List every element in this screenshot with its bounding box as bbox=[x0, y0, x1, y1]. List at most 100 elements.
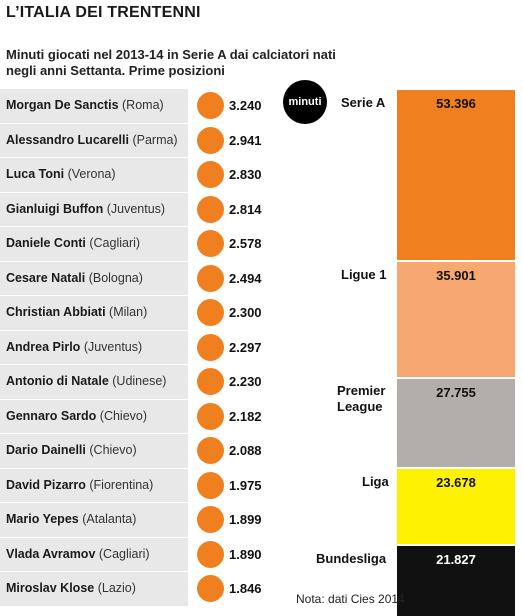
player-dot bbox=[197, 126, 224, 154]
player-name: Luca Toni (Verona) bbox=[6, 167, 116, 181]
league-bar-bundesliga: 21.827 bbox=[397, 546, 515, 616]
player-row: Miroslav Klose (Lazio) 1.846 bbox=[0, 572, 270, 606]
league-value: 27.755 bbox=[436, 384, 476, 400]
player-value-cell: 2.088 bbox=[188, 434, 270, 468]
player-row: Antonio di Natale (Udinese) 2.230 bbox=[0, 365, 270, 399]
league-value: 35.901 bbox=[436, 268, 476, 284]
player-row: Gianluigi Buffon (Juventus) 2.814 bbox=[0, 192, 270, 226]
player-club: (Udinese) bbox=[112, 374, 167, 388]
player-value-cell: 2.830 bbox=[188, 158, 270, 192]
player-minutes: 1.899 bbox=[229, 512, 262, 527]
player-value-cell: 2.182 bbox=[188, 399, 270, 433]
player-dot bbox=[197, 195, 224, 223]
player-name: Gennaro Sardo (Chievo) bbox=[6, 409, 147, 423]
player-dot bbox=[197, 437, 224, 464]
player-value-cell: 2.578 bbox=[188, 227, 270, 261]
player-name: Miroslav Klose (Lazio) bbox=[6, 581, 136, 595]
player-name: Vlada Avramov (Cagliari) bbox=[6, 547, 150, 561]
player-minutes: 2.300 bbox=[229, 305, 262, 320]
player-dot bbox=[197, 264, 224, 292]
player-name-text: Gennaro Sardo bbox=[6, 408, 97, 423]
player-club: (Cagliari) bbox=[98, 546, 150, 561]
chart-title: L’ITALIA DEI TRENTENNI bbox=[6, 4, 201, 21]
player-name-text: Cesare Natali bbox=[6, 270, 86, 285]
league-value: 23.678 bbox=[436, 474, 476, 490]
player-minutes: 1.890 bbox=[229, 546, 262, 562]
player-minutes: 2.941 bbox=[229, 132, 262, 148]
source-note: Nota: dati Cies 2014 bbox=[296, 592, 405, 606]
player-dot bbox=[197, 471, 224, 499]
player-minutes: 2.814 bbox=[229, 201, 262, 217]
player-value-cell: 1.890 bbox=[188, 537, 270, 571]
player-name-text: Miroslav Klose bbox=[6, 581, 95, 595]
player-club: (Chievo) bbox=[89, 443, 137, 457]
player-minutes: 1.846 bbox=[229, 581, 262, 596]
player-club: (Chievo) bbox=[99, 408, 148, 423]
league-label: Liga bbox=[362, 473, 389, 489]
player-value-cell: 2.230 bbox=[188, 365, 270, 399]
player-club: (Milan) bbox=[109, 305, 148, 319]
player-name-text: Alessandro Lucarelli bbox=[6, 132, 129, 147]
player-value-cell: 2.814 bbox=[188, 192, 270, 226]
player-minutes: 3.240 bbox=[229, 98, 262, 113]
player-name-text: Gianluigi Buffon bbox=[6, 201, 104, 216]
player-minutes: 2.088 bbox=[229, 443, 262, 458]
player-club: (Juventus) bbox=[106, 201, 166, 216]
player-club: (Bologna) bbox=[88, 270, 143, 285]
player-minutes: 2.182 bbox=[229, 408, 262, 424]
chart-subtitle: Minuti giocati nel 2013-14 in Serie A da… bbox=[6, 47, 336, 78]
player-dot bbox=[197, 402, 224, 430]
player-value-cell: 1.899 bbox=[188, 503, 270, 537]
player-name: Christian Abbiati (Milan) bbox=[6, 305, 147, 319]
player-club: (Cagliari) bbox=[89, 236, 141, 250]
player-dot bbox=[197, 506, 224, 533]
player-row: Daniele Conti (Cagliari) 2.578 bbox=[0, 227, 270, 261]
player-row: Dario Dainelli (Chievo) 2.088 bbox=[0, 434, 270, 468]
player-row: Vlada Avramov (Cagliari) 1.890 bbox=[0, 537, 270, 571]
player-value-cell: 3.240 bbox=[188, 89, 270, 123]
player-dot bbox=[197, 299, 224, 326]
player-club: (Juventus) bbox=[83, 339, 143, 354]
player-name: Mario Yepes (Atalanta) bbox=[6, 512, 136, 526]
player-club: (Parma) bbox=[132, 132, 178, 147]
player-minutes: 2.230 bbox=[229, 374, 262, 389]
league-bar-liga: 23.678 bbox=[397, 468, 515, 545]
player-club: (Verona) bbox=[67, 167, 116, 181]
player-name-text: Antonio di Natale bbox=[6, 374, 109, 388]
player-row: Gennaro Sardo (Chievo) 2.182 bbox=[0, 399, 270, 433]
league-value: 21.827 bbox=[436, 552, 476, 568]
player-dot bbox=[197, 575, 224, 602]
player-name-text: Daniele Conti bbox=[6, 236, 86, 250]
player-row: Luca Toni (Verona) 2.830 bbox=[0, 158, 270, 192]
player-dot bbox=[197, 92, 224, 119]
player-value-cell: 2.494 bbox=[188, 261, 270, 295]
player-row: Mario Yepes (Atalanta) 1.899 bbox=[0, 503, 270, 537]
player-name: Cesare Natali (Bologna) bbox=[6, 271, 143, 285]
player-value-cell: 2.300 bbox=[188, 296, 270, 330]
player-dot bbox=[197, 540, 224, 568]
player-name-text: Christian Abbiati bbox=[6, 305, 106, 319]
player-name-text: Vlada Avramov bbox=[6, 546, 96, 561]
player-row: Alessandro Lucarelli (Parma) 2.941 bbox=[0, 123, 270, 157]
league-bar-premier-league: 27.755 bbox=[397, 378, 515, 467]
player-row: Christian Abbiati (Milan) 2.300 bbox=[0, 296, 270, 330]
league-bar-ligue-1: 35.901 bbox=[397, 262, 515, 377]
player-row: Morgan De Sanctis (Roma) 3.240 bbox=[0, 89, 270, 123]
player-name: Andrea Pirlo (Juventus) bbox=[6, 340, 142, 354]
player-name: Daniele Conti (Cagliari) bbox=[6, 236, 140, 250]
player-row: Andrea Pirlo (Juventus) 2.297 bbox=[0, 330, 270, 364]
player-name: Antonio di Natale (Udinese) bbox=[6, 374, 166, 388]
league-label: Ligue 1 bbox=[341, 267, 387, 283]
minutes-badge: minuti bbox=[283, 80, 327, 124]
player-name: Gianluigi Buffon (Juventus) bbox=[6, 202, 165, 216]
player-list: Morgan De Sanctis (Roma) 3.240 Alessandro … bbox=[0, 89, 270, 607]
league-label: Premier League bbox=[337, 382, 386, 414]
player-name: Morgan De Sanctis (Roma) bbox=[6, 98, 164, 112]
player-name-text: Morgan De Sanctis bbox=[6, 98, 119, 112]
player-name-text: Andrea Pirlo bbox=[6, 339, 81, 354]
player-name-text: Dario Dainelli bbox=[6, 443, 86, 457]
player-name-text: David Pizarro bbox=[6, 477, 86, 492]
player-value-cell: 1.975 bbox=[188, 468, 270, 502]
league-label: Serie A bbox=[341, 95, 386, 110]
player-dot bbox=[197, 333, 224, 361]
